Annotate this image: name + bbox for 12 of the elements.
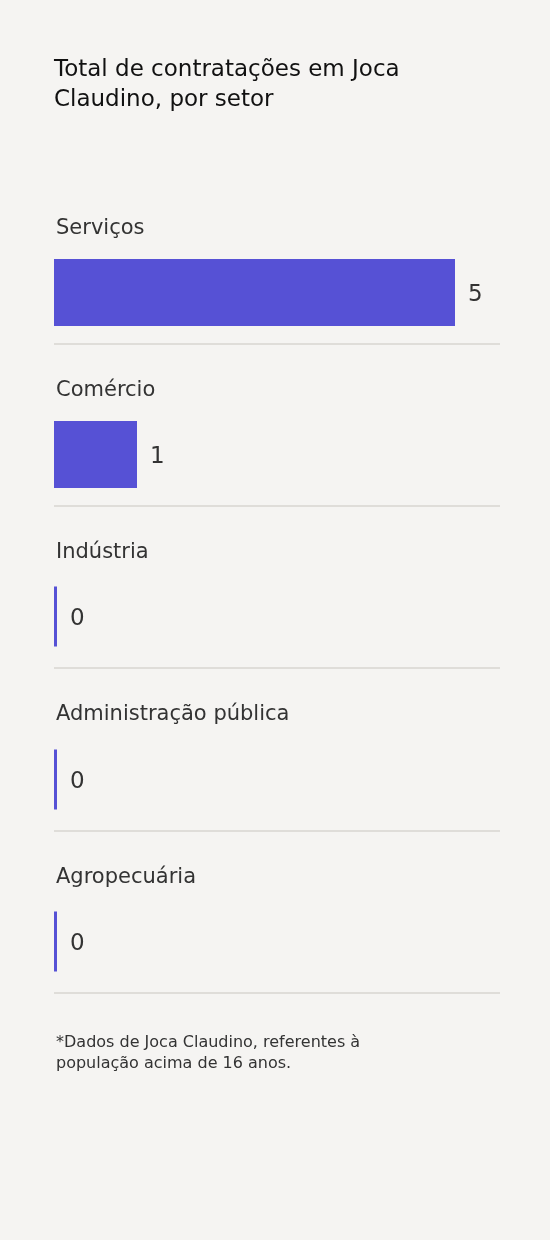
y-tick-label: Agropecuária: [56, 864, 197, 888]
text: *Dados de Joca Claudino, referentes à população acima de 16 anos.: [56, 1032, 361, 1072]
y-tick-label: Indústria: [56, 539, 149, 563]
data-label: 0: [70, 604, 85, 630]
y-tick-label: Administração pública: [56, 701, 290, 725]
data-label: 5: [468, 280, 483, 306]
y-tick-label: Serviços: [56, 215, 145, 239]
data-label: 0: [70, 929, 85, 955]
y-tick-label: Comércio: [56, 377, 156, 401]
data-label: 1: [150, 442, 165, 468]
chart-title: Total de contratações em Joca Claudino, por setor: [53, 55, 400, 111]
data-label: 0: [70, 767, 85, 793]
